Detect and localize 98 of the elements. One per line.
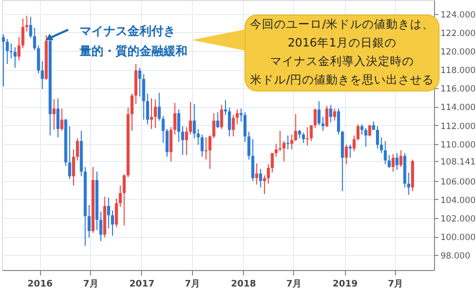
candlestick bbox=[130, 93, 134, 132]
candlestick bbox=[395, 152, 398, 170]
candlestick bbox=[114, 198, 118, 228]
candlestick bbox=[352, 134, 356, 152]
y-tick-label: 116.000 bbox=[440, 84, 476, 95]
candlestick bbox=[255, 162, 258, 186]
candlestick bbox=[356, 124, 360, 141]
candlestick bbox=[188, 102, 192, 136]
candlestick bbox=[17, 36, 20, 61]
candlestick bbox=[14, 46, 17, 68]
candlestick bbox=[266, 164, 270, 184]
candlestick bbox=[392, 154, 395, 172]
candlestick bbox=[122, 174, 126, 226]
x-tick-label: 7月 bbox=[83, 278, 98, 290]
candlestick bbox=[208, 134, 212, 170]
candlestick bbox=[240, 108, 243, 122]
candlestick bbox=[212, 112, 216, 139]
candlestick bbox=[68, 126, 72, 180]
candlestick bbox=[286, 134, 290, 150]
candlestick bbox=[348, 144, 352, 158]
annotation: 今回のユーロ/米ドルの値動きは、 bbox=[250, 17, 434, 31]
candlestick bbox=[384, 140, 387, 165]
candlestick bbox=[244, 112, 246, 142]
y-tick-label: 106.000 bbox=[440, 177, 476, 188]
candlestick bbox=[40, 60, 44, 90]
candlestick bbox=[306, 126, 309, 146]
x-tick-label: 7月 bbox=[286, 278, 302, 290]
candlestick bbox=[154, 98, 157, 129]
y-tick-label: 104.000 bbox=[440, 196, 476, 206]
candlestick bbox=[107, 197, 110, 229]
candlestick bbox=[224, 100, 228, 116]
candlestick bbox=[329, 104, 332, 123]
candlestick bbox=[166, 128, 169, 158]
y-tick-label: 124.000 bbox=[440, 10, 476, 20]
candlestick bbox=[399, 150, 402, 168]
candlestick bbox=[278, 130, 282, 152]
candlestick bbox=[76, 138, 79, 162]
candlestick bbox=[333, 108, 336, 122]
x-tick-label: 2017 bbox=[129, 280, 154, 290]
y-tick-label: 98.000 bbox=[440, 252, 470, 262]
candlestick bbox=[60, 108, 64, 132]
x-tick-label: 2019 bbox=[332, 280, 358, 290]
candlestick bbox=[314, 108, 317, 129]
candlestick bbox=[146, 93, 150, 125]
candlestick bbox=[321, 116, 324, 132]
candlestick bbox=[337, 108, 340, 136]
candlestick bbox=[25, 15, 28, 32]
annotation: マイナス金利導入決定時の bbox=[270, 54, 414, 68]
candlestick bbox=[72, 148, 76, 186]
annotation: マイナス金利付き量的・質的金融緩和 bbox=[78, 24, 188, 58]
annotation: 2016年1月の日銀の bbox=[288, 36, 396, 50]
candlestick bbox=[173, 102, 176, 136]
candlestick bbox=[318, 100, 321, 126]
candlestick bbox=[29, 16, 32, 39]
candlestick bbox=[220, 104, 224, 130]
candlestick bbox=[185, 126, 188, 156]
y-tick-label: 118.000 bbox=[440, 66, 476, 76]
candlestick bbox=[56, 98, 60, 138]
candlestick bbox=[364, 128, 368, 148]
candlestick bbox=[325, 105, 328, 128]
candlestick bbox=[262, 174, 266, 194]
y-tick-label: 110.000 bbox=[440, 140, 476, 150]
candlestick bbox=[228, 107, 231, 137]
candlestick bbox=[111, 210, 114, 236]
annotation: 米ドル/円の値動きを思い出させる bbox=[250, 72, 434, 86]
candlestick bbox=[380, 136, 383, 154]
candlestick bbox=[200, 134, 204, 158]
candlestick bbox=[99, 211, 102, 242]
x-tick-label: 7月 bbox=[388, 278, 404, 290]
candlestick bbox=[36, 44, 40, 74]
x-tick-label: 7月 bbox=[184, 278, 200, 290]
y-tick-label: 120.000 bbox=[440, 48, 476, 58]
y-tick-label: 112.000 bbox=[440, 122, 476, 132]
candlestick bbox=[344, 144, 348, 165]
candlestick bbox=[282, 140, 286, 162]
candlestick bbox=[52, 98, 56, 130]
x-tick-label: 2018 bbox=[231, 280, 256, 290]
candlestick bbox=[360, 124, 364, 136]
candlestick bbox=[302, 132, 305, 144]
y-tick-label: 122.000 bbox=[440, 28, 476, 39]
candlestick bbox=[259, 168, 262, 188]
candlestick bbox=[33, 27, 36, 51]
candlestick bbox=[376, 126, 379, 149]
y-tick-label: 114.000 bbox=[440, 103, 476, 114]
candlestick bbox=[251, 138, 254, 182]
candlestick bbox=[88, 204, 91, 238]
candlestick bbox=[21, 18, 24, 49]
candlestick bbox=[6, 38, 9, 65]
y-tick-label: 100.000 bbox=[440, 233, 476, 244]
candlestick bbox=[169, 126, 172, 162]
x-tick-label: 2016 bbox=[28, 280, 53, 290]
candlestick bbox=[2, 34, 5, 87]
y-tick-label: 102.000 bbox=[440, 214, 476, 225]
candlestick bbox=[150, 98, 153, 130]
candlestick bbox=[247, 131, 250, 160]
y-tick-label: 108.141 bbox=[440, 158, 476, 168]
candlestick bbox=[216, 112, 220, 129]
candlestick bbox=[310, 124, 313, 142]
